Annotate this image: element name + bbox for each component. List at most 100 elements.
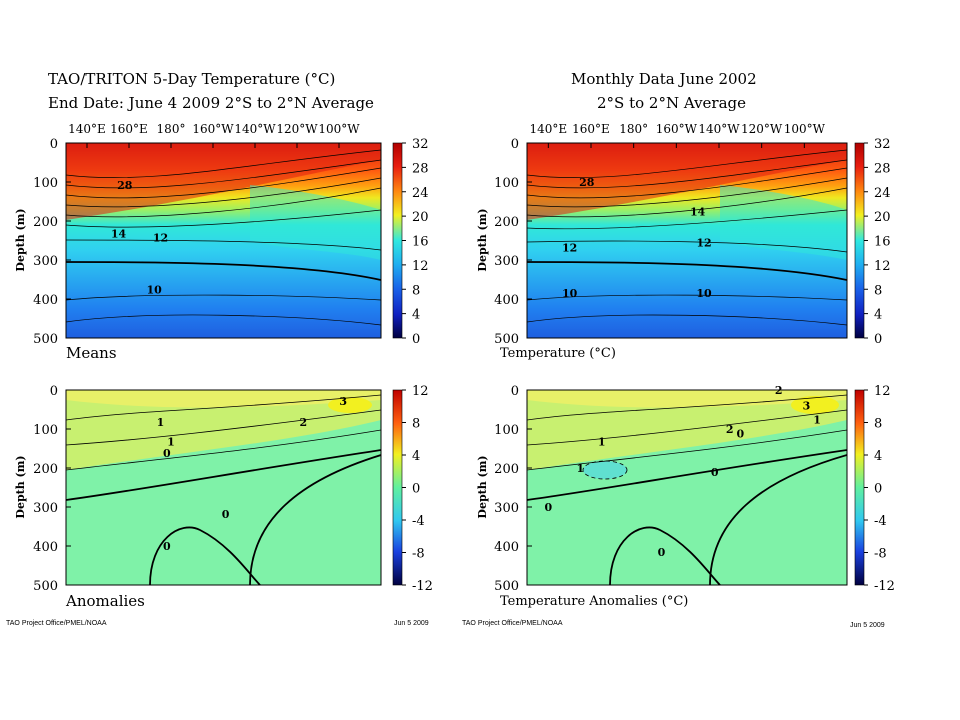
right-means-colorbar-label: 16	[874, 235, 891, 250]
left-means-warm-pool	[66, 143, 381, 220]
right-means-colorbar-label: 20	[874, 210, 891, 225]
right-anomalies-plot	[526, 389, 848, 586]
left-means-colorbar-label: 28	[412, 161, 429, 176]
left-means-ytick-label: 0	[50, 137, 58, 152]
right-anomalies-ytick-label: 300	[494, 501, 519, 516]
right-means-colorbar-label: 12	[874, 259, 891, 274]
left-means-xtick-label: 140°E	[68, 122, 106, 136]
left-means-ytick-label: 300	[33, 254, 58, 269]
right-means-contour-label: 10	[696, 287, 712, 300]
right-means-xtick-label: 140°W	[698, 122, 740, 136]
right-means-contour-label: 12	[562, 242, 577, 255]
left-means-colorbar-label: 24	[412, 186, 429, 201]
left-means-xtick-label: 100°W	[318, 122, 360, 136]
left-means-contours	[66, 149, 381, 326]
left-anomalies-colorbar-label: 8	[412, 417, 420, 432]
right-anomalies-ytick-label: 400	[494, 540, 519, 555]
left-means-xtick-label: 140°W	[234, 122, 276, 136]
right-means-contour-label: 12	[696, 236, 711, 249]
right-means-ytick-label: 200	[494, 215, 519, 230]
left-anomalies-colorbar	[392, 389, 403, 586]
left-means-colorbar-label: 0	[412, 332, 420, 347]
right-means-colorbar-label: 28	[874, 161, 891, 176]
right-anomalies-ytick-label: 500	[494, 579, 519, 594]
left-anomalies-colorbar-label: -8	[412, 547, 425, 562]
right-anomalies-colorbar	[854, 389, 865, 586]
left-means-ylabel: Depth (m)	[14, 208, 27, 271]
right-anomalies-colorbar-label: 4	[874, 449, 882, 464]
right-means-colorbar	[854, 142, 865, 339]
left-means-ytick-label: 500	[33, 332, 58, 347]
left-means-contour-label: 12	[153, 231, 168, 244]
left-means-contour-label: 10	[147, 283, 163, 296]
right-means-xtick-label: 120°W	[741, 122, 783, 136]
right-anomalies-frame	[526, 389, 848, 586]
left-means-colorbar-label: 20	[412, 210, 429, 225]
left-means-thermocline-tilt	[250, 185, 381, 260]
left-anomalies-contour-label: 0	[222, 508, 230, 521]
right-means-xtick-label: 140°E	[529, 122, 567, 136]
left-title-line2: End Date: June 4 2009 2°S to 2°N Average	[48, 94, 374, 112]
right-anomalies-contour-label: 0	[737, 428, 745, 441]
right-means-xtick-label: 100°W	[784, 122, 826, 136]
right-anomalies-label: Temperature Anomalies (°C)	[500, 594, 689, 609]
left-anomalies-contour-label: 0	[163, 447, 171, 460]
left-anomalies-contour-label: 2	[299, 416, 307, 429]
left-anomalies-ytick-label: 500	[33, 579, 58, 594]
right-means-colorbar-label: 4	[874, 308, 882, 323]
right-means-xtick-label: 160°E	[572, 122, 610, 136]
right-means-colorbar-label: 32	[874, 137, 891, 152]
right-footer-date: Jun 5 2009	[850, 622, 885, 629]
left-anomalies-ylabel: Depth (m)	[14, 455, 27, 518]
right-means-colorbar-label: 8	[874, 283, 882, 298]
right-means-thermocline-tilt	[720, 185, 847, 260]
right-anomalies-contour-label: 0	[545, 501, 553, 514]
right-title-line1: Monthly Data June 2002	[571, 70, 757, 88]
right-means-xtick-label: 160°W	[656, 122, 698, 136]
left-anomalies-label: Anomalies	[66, 592, 145, 610]
left-anomalies-contour-label: 0	[163, 540, 171, 553]
left-means-ytick-label: 400	[33, 293, 58, 308]
right-anomalies-ylabel: Depth (m)	[476, 455, 489, 518]
left-anomalies-max-core	[328, 397, 372, 413]
right-anomalies-contour-label: 2	[775, 384, 783, 397]
right-means-ytick-label: 400	[494, 293, 519, 308]
left-anomalies-ytick-label: 400	[33, 540, 58, 555]
right-means-ylabel: Depth (m)	[476, 208, 489, 271]
right-means-contours	[527, 149, 847, 326]
left-anomalies-colorbar-label: 4	[412, 449, 420, 464]
left-means-plot	[65, 142, 382, 339]
right-means-ytick-label: 300	[494, 254, 519, 269]
right-anomalies-contour-label: 2	[726, 423, 734, 436]
right-means-contour-label: 14	[690, 205, 706, 218]
left-anomalies-ytick-label: 200	[33, 462, 58, 477]
right-anomalies-ytick-label: 200	[494, 462, 519, 477]
left-anomalies-warm-core	[66, 390, 381, 408]
right-footer-credit: TAO Project Office/PMEL/NOAA	[462, 620, 563, 627]
left-means-xtick-label: 160°E	[110, 122, 148, 136]
left-footer-credit: TAO Project Office/PMEL/NOAA	[6, 620, 107, 627]
right-anomalies-colorbar-label: 8	[874, 417, 882, 432]
right-means-ytick-label: 0	[511, 137, 519, 152]
right-anomalies-ytick-label: 0	[511, 384, 519, 399]
right-anomalies-warm-layer	[527, 390, 847, 470]
right-means-colorbar-label: 24	[874, 186, 891, 201]
left-means-colorbar-label: 32	[412, 137, 429, 152]
right-anomalies-contour-label: 1	[813, 413, 821, 426]
right-means-ytick-label: 500	[494, 332, 519, 347]
left-anomalies-ytick-label: 300	[33, 501, 58, 516]
right-anomalies-contour-label: 1	[598, 435, 606, 448]
left-means-colorbar-label: 16	[412, 235, 429, 250]
left-means-colorbar-label: 4	[412, 308, 420, 323]
left-anomalies-colorbar-label: -12	[412, 579, 433, 594]
left-anomalies-contours	[66, 394, 381, 585]
right-anomalies-colorbar-label: -12	[874, 579, 895, 594]
left-means-contour-label: 28	[117, 179, 133, 192]
left-anomalies-colorbar-label: -4	[412, 514, 425, 529]
right-means-plot	[526, 142, 848, 339]
right-means-xtick-label: 180°	[619, 122, 648, 136]
right-means-label: Temperature (°C)	[500, 346, 616, 361]
left-anomalies-contour-label: 3	[339, 395, 347, 408]
right-title-line2: 2°S to 2°N Average	[597, 94, 747, 112]
